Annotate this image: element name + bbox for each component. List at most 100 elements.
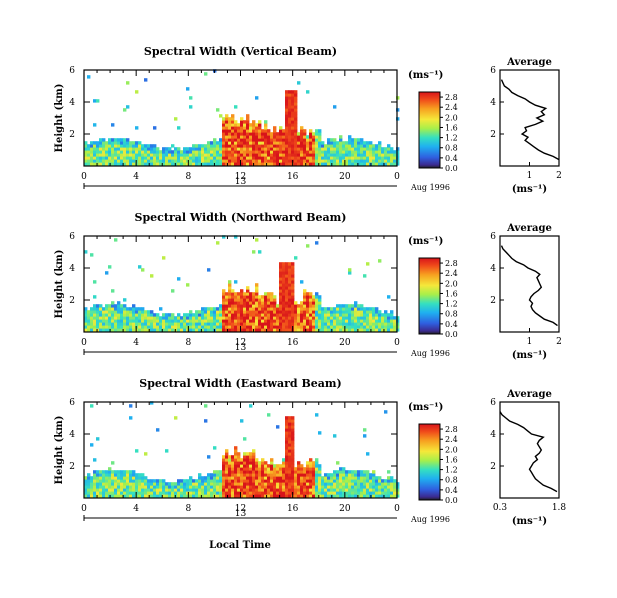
heatmap-cell [324, 476, 328, 480]
heatmap-cell [321, 162, 325, 166]
heatmap-cell [228, 156, 232, 160]
heatmap-cell [339, 150, 343, 154]
average-frame [499, 401, 560, 499]
heatmap-cell [225, 162, 229, 166]
heatmap-cell [309, 482, 313, 486]
heatmap-cell [378, 310, 382, 314]
x-tick-label: 12 [235, 172, 246, 182]
heatmap-cell [150, 162, 154, 166]
heatmap-cell [288, 431, 292, 435]
colorbar-tick-label: 0.8 [445, 310, 458, 319]
heatmap-cell [231, 135, 235, 139]
heatmap-cell [300, 147, 304, 151]
heatmap-cell [288, 126, 292, 130]
heatmap-cell [339, 322, 343, 326]
heatmap-cell [282, 156, 286, 160]
heatmap-cell [114, 325, 118, 329]
heatmap-cell [207, 159, 211, 163]
heatmap-cell [303, 485, 307, 489]
heatmap-cell [144, 310, 148, 314]
heatmap-cell [96, 319, 100, 323]
heatmap-cell [129, 150, 133, 154]
heatmap-cell [342, 159, 346, 163]
heatmap-cell [240, 310, 244, 314]
heatmap-cell [123, 298, 127, 302]
heatmap-cell [312, 156, 316, 160]
heatmap-cell [111, 476, 115, 480]
heatmap-cell [219, 153, 223, 157]
heatmap-cell [357, 491, 361, 495]
heatmap-cell [192, 319, 196, 323]
heatmap-cell [171, 488, 175, 492]
heatmap-cell [324, 153, 328, 157]
heatmap-cell [210, 322, 214, 326]
heatmap-cell [342, 313, 346, 317]
heatmap-cell [249, 153, 253, 157]
heatmap-cell [369, 488, 373, 492]
heatmap-cell [279, 316, 283, 320]
heatmap-cell [363, 328, 367, 332]
heatmap-cell [258, 144, 262, 148]
heatmap-cell [387, 162, 391, 166]
average-x-tick-label: 1 [527, 337, 533, 347]
heatmap-cell [288, 156, 292, 160]
heatmap-cell [105, 147, 109, 151]
heatmap-cell [177, 328, 181, 332]
heatmap-cell [198, 159, 202, 163]
heatmap-cell [159, 319, 163, 323]
heatmap-cell [216, 473, 220, 477]
heatmap-cell [117, 322, 121, 326]
heatmap-cell [303, 144, 307, 148]
heatmap-cell [150, 494, 154, 498]
heatmap-cell [333, 313, 337, 317]
heatmap-cell [309, 470, 313, 474]
heatmap-cell [273, 301, 277, 305]
heatmap-cell [360, 138, 364, 142]
heatmap-cell [390, 322, 394, 326]
x-tick-label: 8 [185, 338, 191, 348]
heatmap-cell [333, 473, 337, 477]
heatmap-cell [84, 150, 88, 154]
heatmap-cell [330, 488, 334, 492]
heatmap-cell [96, 494, 100, 498]
heatmap-cell [273, 491, 277, 495]
heatmap-cell [303, 138, 307, 142]
heatmap-cell [288, 443, 292, 447]
heatmap-cell [309, 313, 313, 317]
heatmap-cell [327, 488, 331, 492]
heatmap-cell [228, 144, 232, 148]
heatmap-cell [183, 150, 187, 154]
heatmap-cell [312, 322, 316, 326]
heatmap-cell [144, 159, 148, 163]
heatmap-cell [192, 147, 196, 151]
heatmap-cell [216, 241, 220, 245]
heatmap-cell [120, 310, 124, 314]
heatmap-cell [225, 467, 229, 471]
heatmap-cell [225, 156, 229, 160]
heatmap-cell [267, 144, 271, 148]
heatmap-cell [207, 479, 211, 483]
heatmap-cell [204, 150, 208, 154]
heatmap-cell [204, 156, 208, 160]
heatmap-cell [318, 479, 322, 483]
heatmap-cell [255, 153, 259, 157]
heatmap-cell [360, 325, 364, 329]
heatmap-cell [318, 476, 322, 480]
heatmap-cell [240, 117, 244, 121]
heatmap-cell [396, 494, 400, 498]
heatmap-cell [108, 159, 112, 163]
heatmap-cell [138, 147, 142, 151]
heatmap-cell [111, 159, 115, 163]
heatmap-cell [240, 307, 244, 311]
heatmap-cell [282, 325, 286, 329]
heatmap-cell [282, 283, 286, 287]
heatmap-cell [126, 473, 130, 477]
heatmap-cell [129, 322, 133, 326]
heatmap-cell [264, 150, 268, 154]
heatmap-cell [144, 488, 148, 492]
heatmap-cell [246, 325, 250, 329]
heatmap-cell [303, 310, 307, 314]
heatmap-cell [237, 455, 241, 459]
heatmap-cell [300, 494, 304, 498]
heatmap-cell [333, 150, 337, 154]
